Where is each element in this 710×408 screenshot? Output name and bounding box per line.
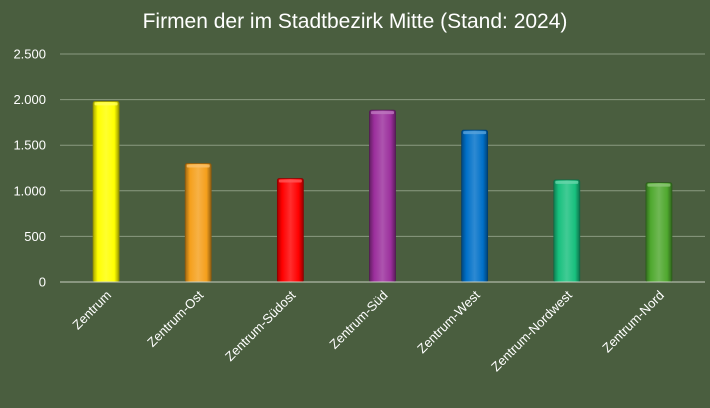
- x-category-label: Zentrum-Nordwest: [488, 287, 575, 374]
- bar-zentrum-nord: [645, 182, 673, 283]
- y-tick-label: 2.500: [13, 47, 46, 62]
- bar-zentrum-süd: [369, 109, 396, 283]
- bar-bevel: [647, 183, 671, 187]
- y-tick-label: 0: [39, 275, 46, 290]
- bar-zentrum-nordwest: [553, 179, 581, 283]
- bar-zentrum: [92, 101, 120, 283]
- y-tick-label: 1.500: [13, 138, 46, 153]
- bar-bevel: [278, 179, 302, 183]
- y-axis-ticks: 0 500 1.000 1.500 2.000 2.500: [13, 47, 46, 290]
- chart-title: Firmen der im Stadtbezirk Mitte (Stand: …: [143, 10, 568, 33]
- x-category-label: Zentrum-Süd: [326, 288, 390, 352]
- bar-bevel: [94, 102, 118, 106]
- bar-bevel: [186, 164, 210, 168]
- x-category-label: Zentrum-Ost: [144, 287, 206, 349]
- bar-zentrum-südost: [276, 178, 304, 283]
- x-category-label: Zentrum-Südost: [222, 287, 299, 364]
- x-category-label: Zentrum: [69, 288, 114, 333]
- y-tick-label: 500: [24, 229, 46, 244]
- x-axis-categories: Zentrum Zentrum-Ost Zentrum-Südost Zentrum-…: [69, 287, 667, 374]
- bar-bevel: [555, 180, 579, 184]
- y-tick-label: 2.000: [13, 92, 46, 107]
- x-category-label: Zentrum-Nord: [599, 288, 667, 356]
- bar-bevel: [371, 111, 394, 115]
- bars: [92, 101, 673, 283]
- bar-zentrum-ost: [184, 163, 212, 283]
- x-category-label: Zentrum-West: [414, 287, 483, 356]
- bar-zentrum-west: [461, 129, 489, 283]
- bar-bevel: [463, 131, 487, 135]
- y-tick-label: 1.000: [13, 183, 46, 198]
